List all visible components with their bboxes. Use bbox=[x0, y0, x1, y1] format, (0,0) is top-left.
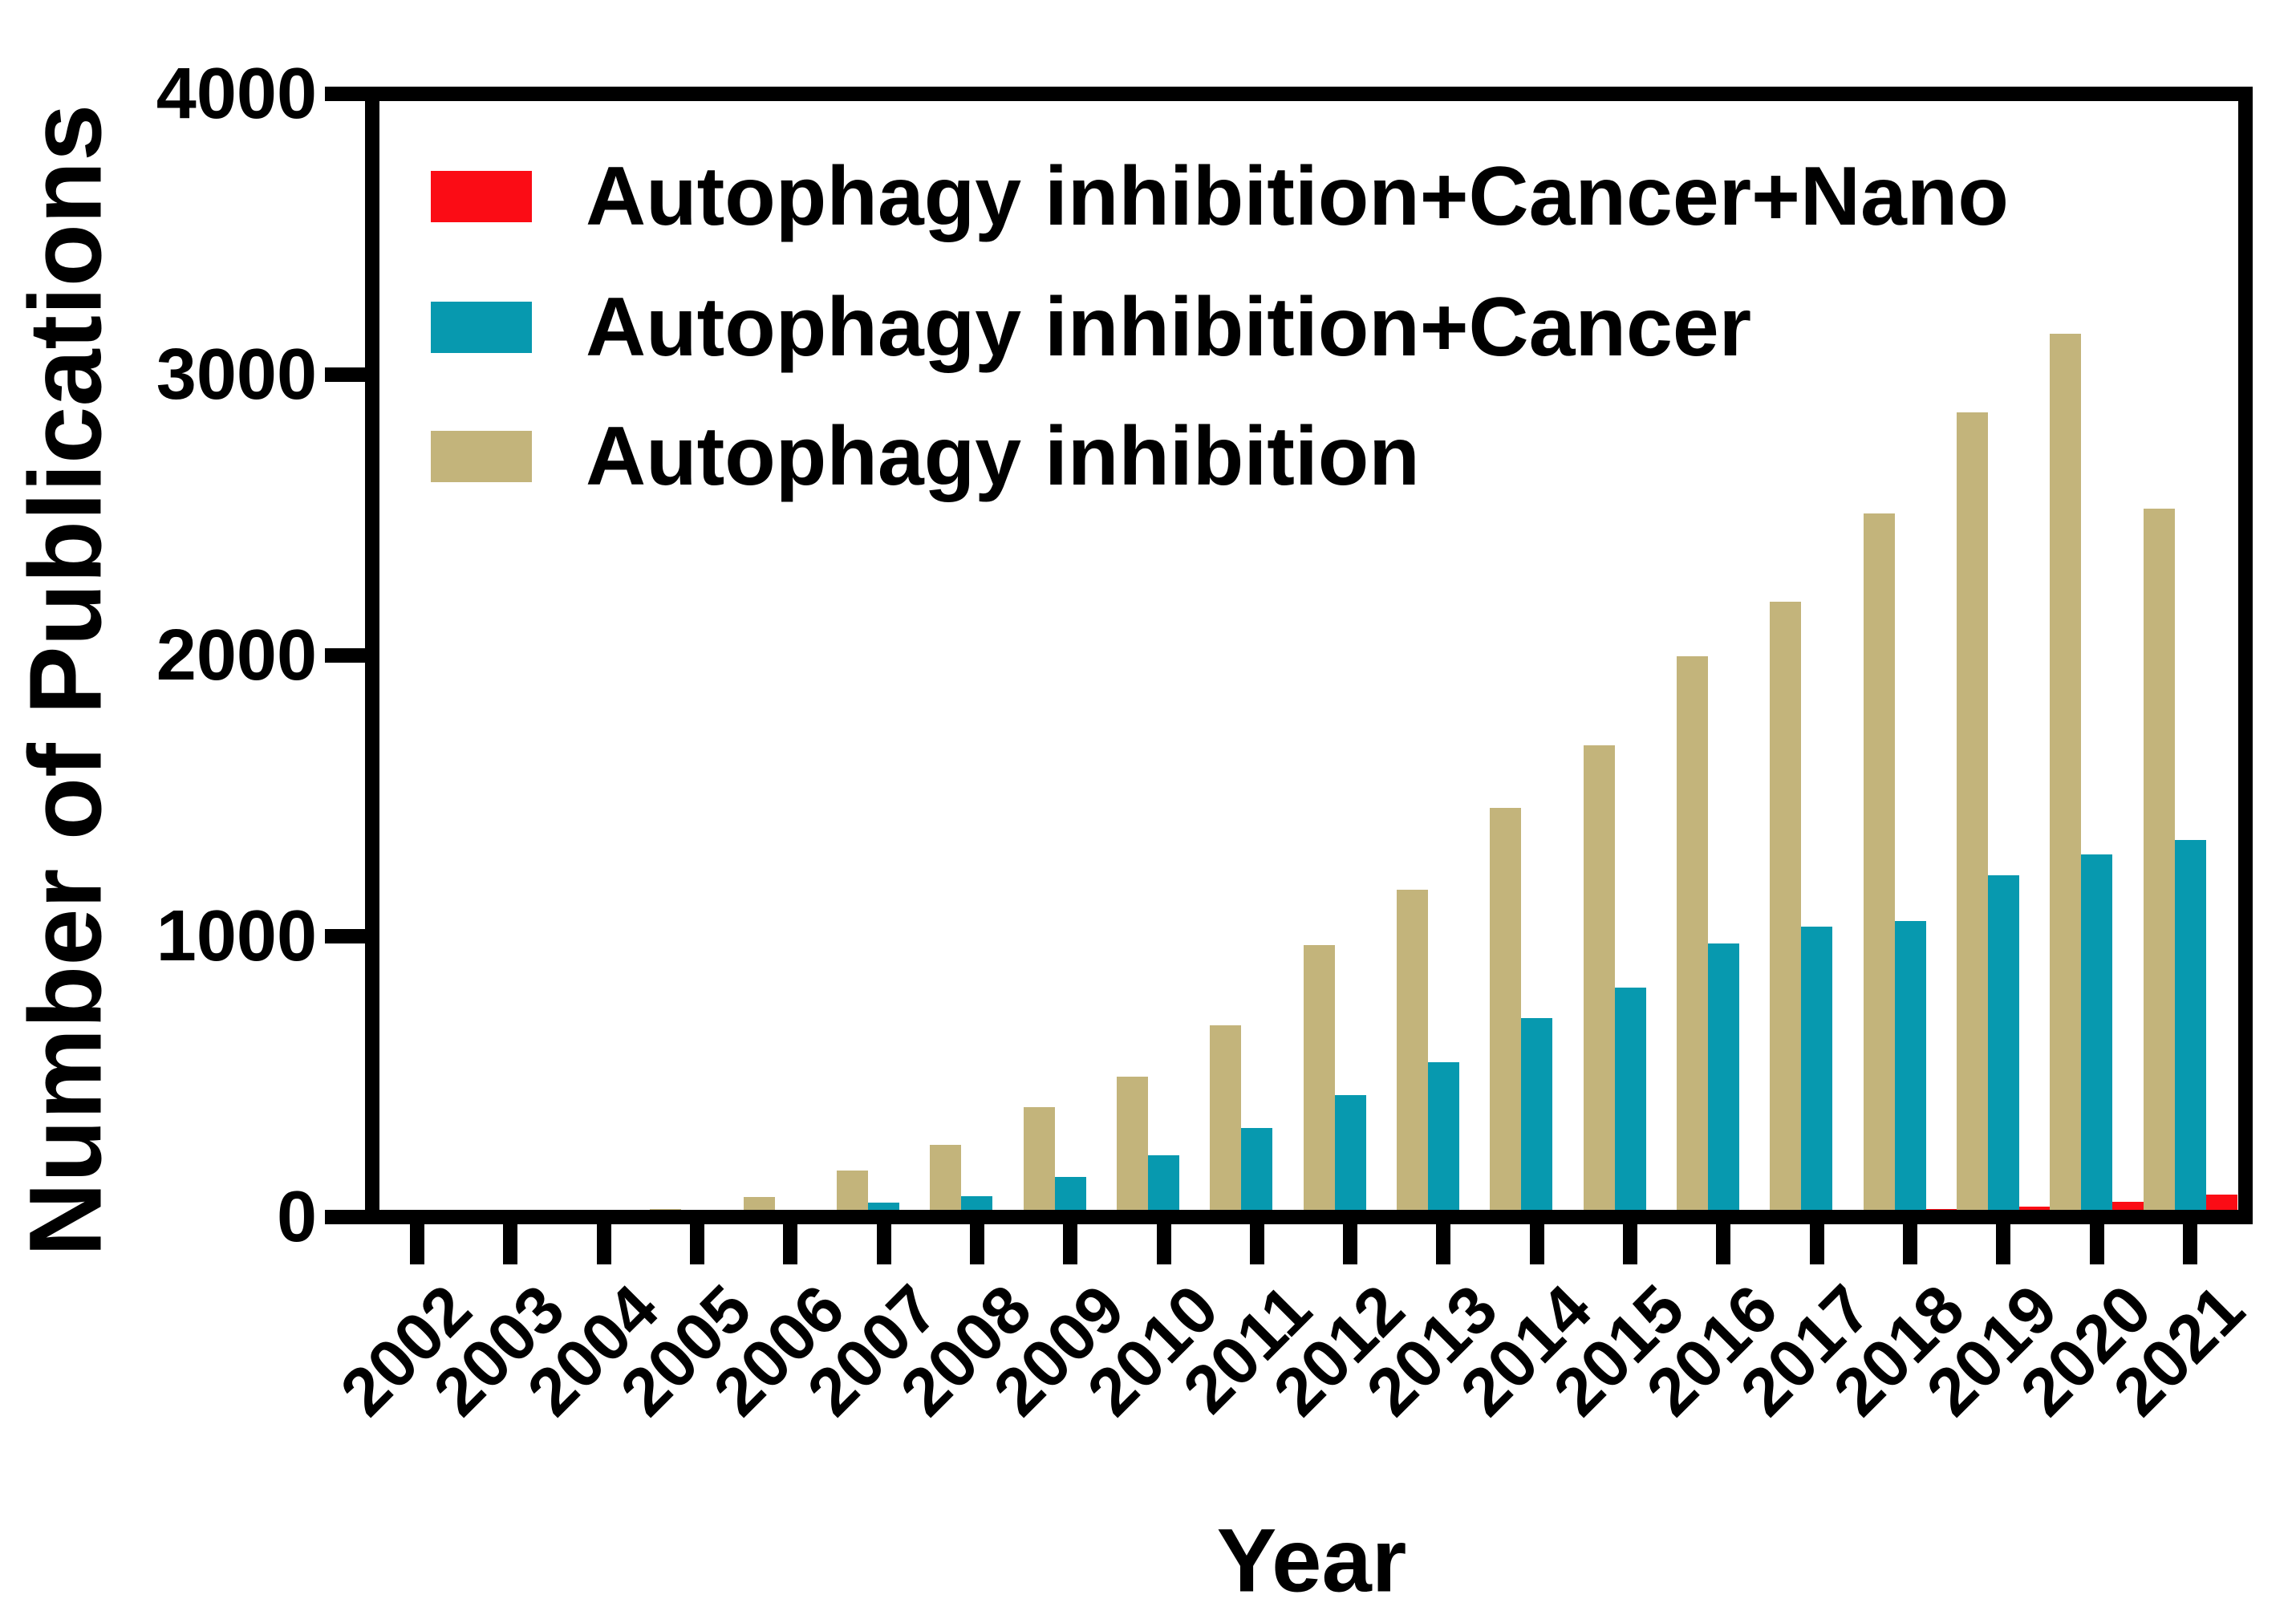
x-tick bbox=[1156, 1224, 1171, 1264]
legend-swatch-nano bbox=[431, 171, 532, 222]
y-tick-label: 3000 bbox=[156, 335, 317, 415]
bar-2010-series-0 bbox=[1117, 1077, 1149, 1217]
bar-2002-series-0 bbox=[370, 1215, 402, 1217]
bar-2021-series-0 bbox=[2143, 509, 2175, 1217]
bar-2018-series-0 bbox=[1863, 513, 1895, 1217]
bar-2011-series-0 bbox=[1210, 1025, 1242, 1217]
x-tick bbox=[1903, 1224, 1918, 1264]
bar-2017-series-1 bbox=[1801, 927, 1833, 1217]
bar-2005-series-1 bbox=[681, 1215, 713, 1217]
bar-2015-series-0 bbox=[1583, 745, 1615, 1217]
y-tick-label: 0 bbox=[276, 1177, 317, 1257]
y-tick-label: 4000 bbox=[156, 54, 317, 134]
bar-2004-series-1 bbox=[588, 1215, 620, 1217]
bar-2016-series-1 bbox=[1707, 943, 1739, 1217]
x-tick bbox=[876, 1224, 891, 1264]
x-tick bbox=[596, 1224, 611, 1264]
bar-2008-series-1 bbox=[961, 1195, 993, 1217]
y-tick-label: 1000 bbox=[156, 896, 317, 976]
bar-2007-series-0 bbox=[837, 1170, 869, 1217]
bar-2006-series-0 bbox=[743, 1196, 775, 1217]
bar-2014-series-0 bbox=[1490, 807, 1522, 1217]
legend-label-cancer: Autophagy inhibition+Cancer bbox=[586, 281, 1752, 374]
bar-2020-series-0 bbox=[2050, 333, 2082, 1217]
legend-label-inhibition: Autophagy inhibition bbox=[586, 410, 1420, 503]
x-tick bbox=[1996, 1224, 2011, 1264]
bar-2018-series-2 bbox=[1925, 1208, 1957, 1217]
x-tick bbox=[969, 1224, 984, 1264]
bar-2005-series-0 bbox=[650, 1208, 682, 1217]
y-tick bbox=[325, 87, 365, 101]
bar-2019-series-1 bbox=[1987, 875, 2019, 1217]
bar-2020-series-1 bbox=[2081, 854, 2113, 1217]
bar-2009-series-0 bbox=[1023, 1107, 1055, 1217]
bar-2019-series-0 bbox=[1956, 412, 1988, 1217]
x-tick bbox=[689, 1224, 704, 1264]
legend-swatch-cancer bbox=[431, 302, 532, 353]
bar-2017-series-2 bbox=[1832, 1211, 1864, 1217]
y-axis-title: Number of Publications bbox=[8, 103, 124, 1257]
x-tick bbox=[1809, 1224, 1824, 1264]
bar-2016-series-0 bbox=[1676, 656, 1708, 1217]
y-tick bbox=[325, 1210, 365, 1224]
x-axis-title: Year bbox=[1216, 1510, 1407, 1611]
bar-2021-series-1 bbox=[2174, 839, 2206, 1217]
legend-swatch-inhibition bbox=[431, 431, 532, 482]
x-tick bbox=[783, 1224, 798, 1264]
x-tick bbox=[1436, 1224, 1451, 1264]
bar-2008-series-0 bbox=[930, 1145, 962, 1217]
y-tick bbox=[325, 929, 365, 943]
y-tick bbox=[325, 648, 365, 663]
bar-2013-series-0 bbox=[1396, 890, 1428, 1217]
bar-2003-series-0 bbox=[463, 1215, 495, 1217]
y-tick bbox=[325, 367, 365, 382]
x-tick bbox=[1249, 1224, 1264, 1264]
bar-2021-series-2 bbox=[2205, 1194, 2237, 1217]
bar-2019-series-2 bbox=[2018, 1207, 2051, 1217]
x-tick bbox=[1343, 1224, 1358, 1264]
bar-2015-series-1 bbox=[1614, 988, 1646, 1217]
x-tick bbox=[1623, 1224, 1638, 1264]
bar-2017-series-0 bbox=[1770, 602, 1802, 1217]
bar-2020-series-2 bbox=[2112, 1201, 2144, 1217]
x-tick bbox=[2089, 1224, 2104, 1264]
x-tick bbox=[1063, 1224, 1078, 1264]
bar-2012-series-0 bbox=[1303, 944, 1335, 1217]
bar-2014-series-1 bbox=[1521, 1018, 1553, 1217]
bar-2007-series-1 bbox=[868, 1202, 900, 1217]
bar-2011-series-1 bbox=[1241, 1128, 1273, 1217]
x-tick bbox=[1716, 1224, 1731, 1264]
bar-2013-series-1 bbox=[1427, 1061, 1459, 1217]
x-tick bbox=[1529, 1224, 1544, 1264]
y-tick-label: 2000 bbox=[156, 615, 317, 696]
bar-2018-series-1 bbox=[1894, 920, 1926, 1217]
bar-2009-series-1 bbox=[1054, 1176, 1086, 1217]
bar-2006-series-1 bbox=[774, 1213, 806, 1217]
bar-2012-series-1 bbox=[1334, 1095, 1366, 1217]
x-tick bbox=[410, 1224, 424, 1264]
bar-2004-series-0 bbox=[557, 1211, 589, 1217]
x-tick bbox=[503, 1224, 518, 1264]
x-tick bbox=[2183, 1224, 2197, 1264]
bar-2010-series-1 bbox=[1148, 1154, 1180, 1217]
legend-label-nano: Autophagy inhibition+Cancer+Nano bbox=[586, 150, 2009, 243]
